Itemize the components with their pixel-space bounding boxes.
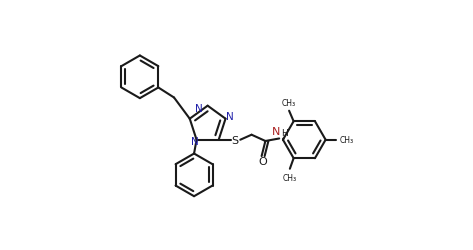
Text: CH₃: CH₃: [339, 136, 353, 145]
Text: N: N: [195, 104, 202, 114]
Text: CH₃: CH₃: [283, 173, 297, 182]
Text: O: O: [259, 156, 267, 166]
Text: N: N: [226, 111, 234, 121]
Text: H: H: [281, 129, 288, 138]
Text: S: S: [231, 135, 238, 145]
Text: N: N: [272, 127, 280, 137]
Text: CH₃: CH₃: [282, 98, 296, 108]
Text: N: N: [191, 136, 199, 146]
